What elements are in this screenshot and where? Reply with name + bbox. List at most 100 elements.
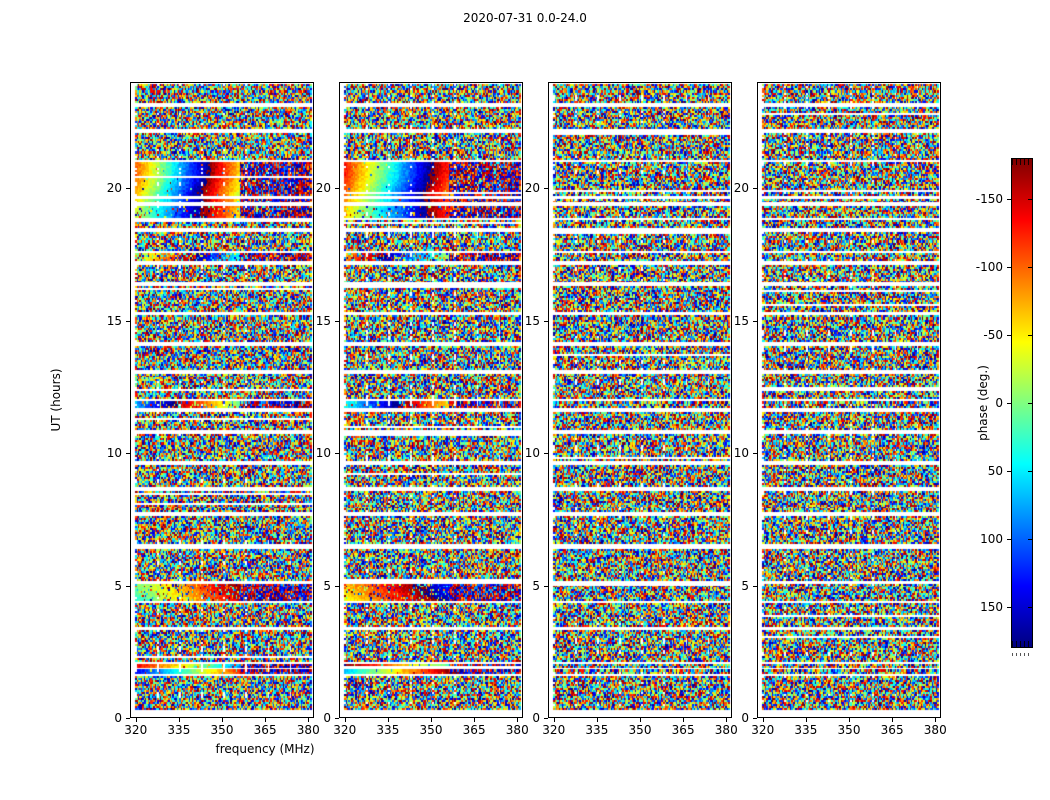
y-tick-mark: [126, 188, 130, 189]
x-axis-label: frequency (MHz): [0, 742, 1050, 756]
x-tick-label: 380: [296, 723, 320, 737]
y-tick-mark: [126, 453, 130, 454]
x-tick-label: 335: [794, 723, 818, 737]
x-tick-mark: [849, 718, 850, 722]
y-tick-label: 5: [323, 578, 331, 593]
y-tick-label: 10: [106, 446, 122, 460]
panel-yy: YY, V2*V10=EA12*EA28: [339, 82, 523, 718]
x-tick-label: 350: [628, 723, 652, 737]
colorbar-tick-label: 100: [980, 532, 1003, 547]
y-tick-mark: [335, 188, 339, 189]
colorbar-tick-mark: [1007, 334, 1011, 336]
x-tick-label: 335: [167, 723, 191, 737]
x-tick-label: 380: [505, 723, 529, 737]
x-tick-label: 320: [124, 723, 148, 737]
colorbar-top-minor-ticks: [1012, 159, 1032, 165]
x-tick-mark: [222, 718, 223, 722]
colorbar-tick-mark-inner: [1028, 607, 1032, 609]
x-tick-mark: [517, 718, 519, 722]
y-tick-mark: [753, 718, 757, 719]
x-tick-mark: [308, 718, 310, 722]
colorbar-tick-mark: [1007, 607, 1011, 609]
y-tick-mark: [126, 585, 130, 587]
x-tick-mark: [135, 718, 137, 722]
colorbar-tick-label: 50: [987, 464, 1003, 479]
y-tick-mark: [126, 320, 130, 322]
colorbar-tick-label: 150: [980, 600, 1003, 615]
x-tick-mark: [805, 718, 807, 722]
y-tick-mark: [544, 453, 548, 454]
x-tick-mark: [596, 718, 598, 722]
x-tick-label: 335: [376, 723, 400, 737]
x-tick-label: 350: [210, 723, 234, 737]
colorbar: [1011, 158, 1033, 648]
x-tick-mark: [640, 718, 641, 722]
colorbar-tick-mark-inner: [1028, 471, 1032, 473]
y-tick-mark: [753, 188, 757, 189]
x-tick-mark: [726, 718, 728, 722]
y-tick-mark: [126, 718, 130, 719]
x-tick-label: 350: [837, 723, 861, 737]
y-tick-label: 10: [733, 446, 749, 460]
y-tick-label: 20: [315, 181, 331, 195]
x-tick-mark: [762, 718, 764, 722]
y-tick-label: 15: [524, 313, 540, 328]
colorbar-tick-mark: [1007, 403, 1011, 404]
colorbar-tick-mark: [1007, 198, 1011, 200]
panel-xy: XY, V2*V10=EA12*EA28: [548, 82, 732, 718]
y-tick-label: 20: [524, 181, 540, 195]
x-tick-mark: [683, 718, 685, 722]
x-tick-mark: [344, 718, 346, 722]
x-tick-mark: [265, 718, 267, 722]
y-tick-label: 0: [532, 711, 540, 725]
dynamic-spectrum-xy: [549, 83, 731, 717]
y-tick-label: 10: [524, 446, 540, 460]
x-tick-label: 365: [880, 723, 904, 737]
y-tick-mark: [544, 188, 548, 189]
panel-yx: YX, V2*V10=EA12*EA28: [757, 82, 941, 718]
y-tick-mark: [753, 585, 757, 587]
colorbar-tick-mark: [1007, 266, 1011, 268]
y-tick-mark: [335, 585, 339, 587]
y-tick-mark: [335, 453, 339, 454]
y-tick-label: 0: [741, 711, 749, 725]
x-tick-label: 380: [923, 723, 947, 737]
x-tick-label: 320: [333, 723, 357, 737]
colorbar-tick-mark-inner: [1028, 198, 1032, 200]
dynamic-spectrum-yy: [340, 83, 522, 717]
y-tick-label: 15: [315, 313, 331, 328]
x-tick-label: 335: [585, 723, 609, 737]
y-tick-mark: [753, 320, 757, 322]
y-tick-label: 15: [733, 313, 749, 328]
y-tick-label: 15: [106, 313, 122, 328]
colorbar-bottom-minor-ticks: [1012, 641, 1032, 647]
colorbar-tick-mark-inner: [1028, 266, 1032, 268]
y-tick-mark: [544, 718, 548, 719]
y-tick-label: 0: [114, 711, 122, 725]
colorbar-tick-label: -50: [983, 327, 1003, 342]
x-tick-mark: [387, 718, 389, 722]
dynamic-spectrum-yx: [758, 83, 940, 717]
y-tick-label: 5: [741, 578, 749, 593]
y-tick-label: 20: [733, 181, 749, 195]
x-tick-mark: [431, 718, 432, 722]
x-tick-mark: [553, 718, 555, 722]
colorbar-underflow-dots: [1012, 653, 1032, 656]
x-tick-label: 365: [462, 723, 486, 737]
x-tick-label: 365: [253, 723, 277, 737]
colorbar-tick-mark: [1007, 539, 1011, 541]
panel-xx: XX, V2*V10=EA12*EA28: [130, 82, 314, 718]
colorbar-tick-mark-inner: [1028, 334, 1032, 336]
y-axis-label: UT (hours): [49, 368, 63, 432]
x-tick-label: 365: [671, 723, 695, 737]
y-tick-label: 5: [114, 578, 122, 593]
y-tick-label: 0: [323, 711, 331, 725]
y-tick-mark: [335, 718, 339, 719]
y-tick-mark: [544, 320, 548, 322]
y-tick-label: 20: [106, 181, 122, 195]
x-tick-mark: [892, 718, 894, 722]
colorbar-tick-label: 0: [995, 396, 1003, 410]
x-tick-mark: [178, 718, 180, 722]
y-tick-label: 5: [532, 578, 540, 593]
